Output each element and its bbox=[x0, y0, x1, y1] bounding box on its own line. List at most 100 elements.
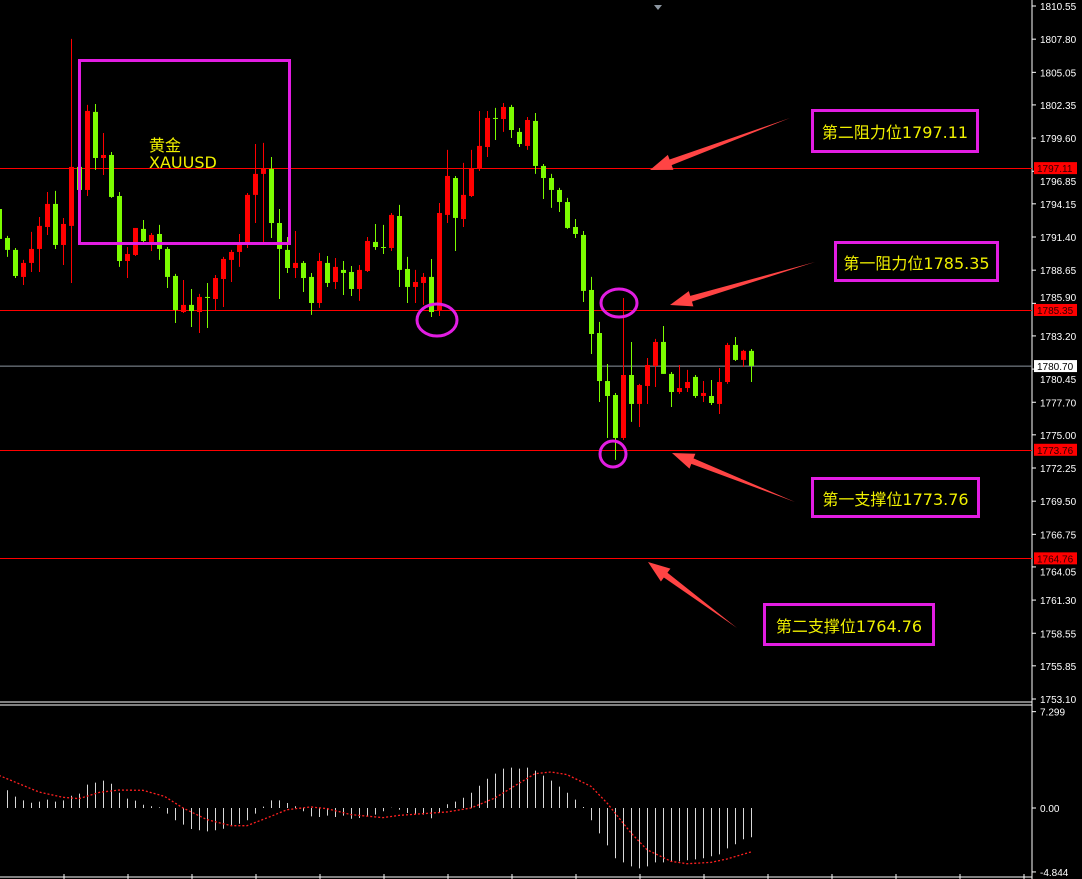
candle-body bbox=[549, 178, 554, 190]
candle-body bbox=[197, 296, 202, 313]
candle-body bbox=[93, 111, 98, 158]
price-axis-label: 1761.30 bbox=[1040, 596, 1077, 607]
candle-body bbox=[173, 275, 178, 310]
candle-body bbox=[5, 237, 10, 250]
candle-body bbox=[45, 203, 50, 227]
bearish-candle bbox=[629, 341, 634, 422]
candle-body bbox=[13, 249, 18, 276]
oscillator-axis-label: 0.00 bbox=[1040, 804, 1060, 815]
candle-body bbox=[605, 381, 610, 396]
candle-body bbox=[493, 117, 498, 119]
bullish-candle bbox=[685, 369, 690, 393]
bearish-candle bbox=[549, 173, 554, 208]
price-axis-label: 1783.20 bbox=[1040, 332, 1077, 343]
candle-body bbox=[725, 344, 730, 382]
bearish-candle bbox=[693, 374, 698, 398]
annotation-arrow bbox=[672, 453, 795, 502]
candle-body bbox=[285, 249, 290, 269]
candle-body bbox=[349, 271, 354, 289]
candle-body bbox=[29, 248, 34, 263]
candle-body bbox=[277, 223, 282, 249]
level-annotation-support-1: 第一支撑位1773.76 bbox=[811, 477, 980, 518]
price-axis-label: 1758.55 bbox=[1040, 629, 1077, 640]
candle-body bbox=[525, 119, 530, 146]
bearish-candle bbox=[517, 127, 522, 148]
bullish-candle bbox=[237, 233, 242, 267]
bearish-candle bbox=[13, 247, 18, 279]
bearish-candle bbox=[661, 326, 666, 374]
price-axis-label: 1769.50 bbox=[1040, 497, 1077, 508]
candle-body bbox=[749, 350, 754, 366]
candle-body bbox=[397, 216, 402, 270]
bearish-candle bbox=[381, 224, 386, 255]
candle-body bbox=[389, 214, 394, 248]
candle-body bbox=[181, 304, 186, 313]
bearish-candle bbox=[669, 371, 674, 407]
current-price-tag-text: 1780.70 bbox=[1037, 362, 1074, 373]
price-axis-label: 1766.75 bbox=[1040, 530, 1077, 541]
level-price-tag bbox=[1034, 303, 1077, 316]
level-annotation-text: 第一阻力位1785.35 bbox=[843, 253, 990, 273]
highlight-circle bbox=[598, 439, 628, 469]
highlight-circle bbox=[599, 287, 639, 319]
candle-body bbox=[693, 376, 698, 396]
bullish-candle bbox=[485, 110, 490, 158]
bullish-candle bbox=[21, 259, 26, 286]
candle-body bbox=[741, 350, 746, 360]
bearish-candle bbox=[165, 247, 170, 289]
bearish-candle bbox=[109, 151, 114, 198]
candle-body bbox=[53, 203, 58, 245]
candle-body bbox=[685, 381, 690, 389]
candle-body bbox=[629, 374, 634, 404]
candle-body bbox=[509, 106, 514, 131]
bearish-candle bbox=[509, 104, 514, 138]
candle-body bbox=[597, 333, 602, 382]
bearish-candle bbox=[709, 379, 714, 406]
bullish-candle bbox=[701, 381, 706, 403]
bearish-candle bbox=[573, 219, 578, 238]
bullish-candle bbox=[181, 279, 186, 313]
oscillator-axis-label: 7.299 bbox=[1040, 708, 1065, 719]
level-annotation-resistance-2: 第二阻力位1797.11 bbox=[811, 109, 979, 153]
bullish-candle bbox=[85, 104, 90, 196]
level-annotation-support-2: 第二支撑位1764.76 bbox=[763, 603, 935, 646]
price-axis-label: 1791.40 bbox=[1040, 233, 1077, 244]
bearish-candle bbox=[397, 204, 402, 287]
price-axis-label: 1785.90 bbox=[1040, 293, 1077, 304]
candle-body bbox=[621, 374, 626, 438]
bullish-candle bbox=[469, 149, 474, 197]
bullish-candle bbox=[37, 216, 42, 272]
bullish-candle bbox=[437, 202, 442, 317]
bullish-candle bbox=[677, 364, 682, 394]
candle-body bbox=[69, 166, 74, 226]
bearish-candle bbox=[565, 197, 570, 229]
bearish-candle bbox=[405, 256, 410, 303]
bullish-candle bbox=[421, 272, 426, 305]
bullish-candle bbox=[501, 102, 506, 132]
candle-body bbox=[0, 209, 2, 239]
bullish-candle bbox=[253, 143, 258, 224]
candle-body bbox=[469, 168, 474, 196]
candle-body bbox=[325, 262, 330, 283]
bearish-candle bbox=[173, 273, 178, 324]
candle-body bbox=[117, 195, 122, 262]
bearish-candle bbox=[557, 187, 562, 213]
level-price-tag bbox=[1034, 552, 1077, 565]
bullish-candle bbox=[525, 116, 530, 150]
price-axis-label: 1799.60 bbox=[1040, 134, 1077, 145]
candle-body bbox=[557, 189, 562, 203]
bullish-candle bbox=[61, 217, 66, 265]
symbol-name-label: 黄金 bbox=[149, 136, 182, 155]
bullish-candle bbox=[261, 142, 266, 242]
level-price-tag-text: 1797.11 bbox=[1037, 164, 1073, 175]
candle-body bbox=[61, 223, 66, 245]
price-axis-label: 1788.65 bbox=[1040, 266, 1077, 277]
bearish-candle bbox=[733, 336, 738, 362]
bearish-candle bbox=[205, 282, 210, 328]
candle-body bbox=[421, 276, 426, 283]
symbol-code-label: XAUUSD bbox=[149, 153, 217, 172]
level-price-tag-text: 1764.76 bbox=[1037, 554, 1074, 565]
bullish-candle bbox=[317, 252, 322, 308]
bullish-candle bbox=[357, 264, 362, 301]
bearish-candle bbox=[453, 175, 458, 251]
